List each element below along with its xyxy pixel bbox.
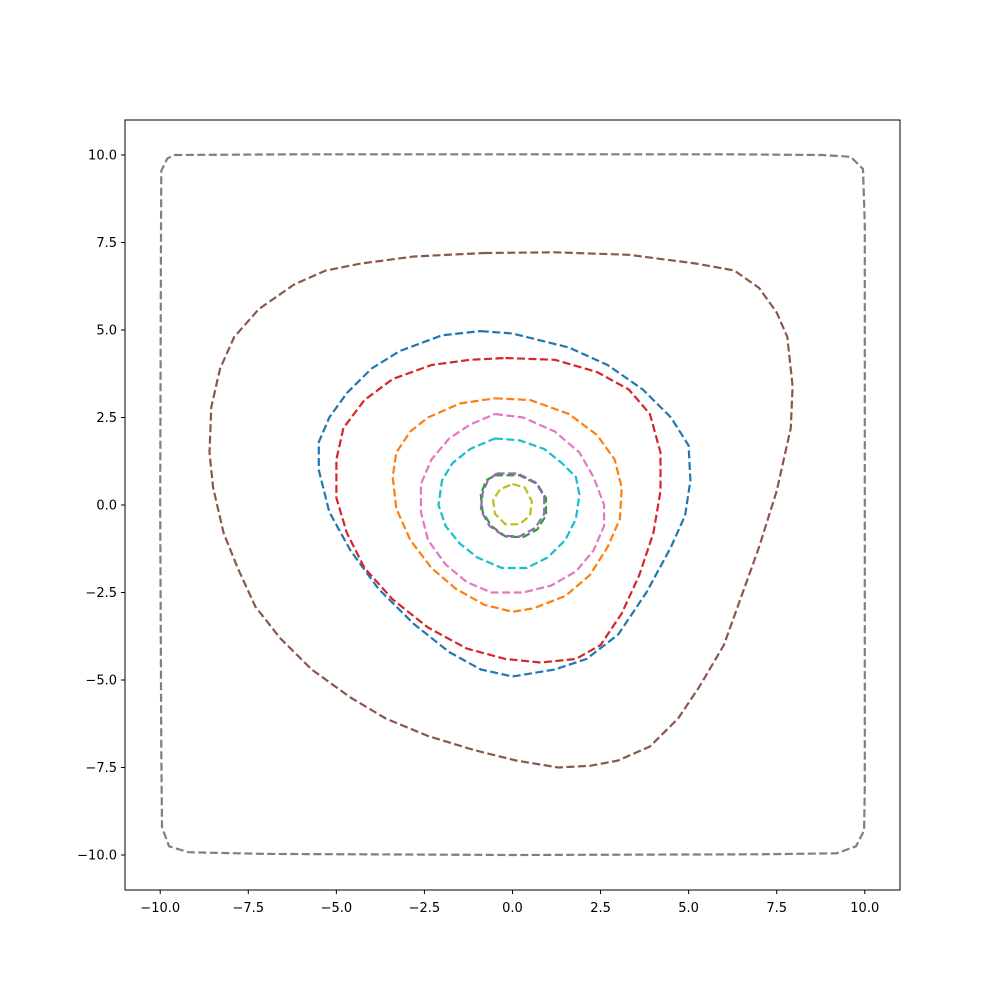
x-tick-label: 0.0 <box>502 901 523 916</box>
y-tick-label: −5.0 <box>85 674 117 689</box>
y-tick-label: −10.0 <box>77 849 117 864</box>
contour-line-4 <box>335 356 662 664</box>
contour-line-1 <box>159 153 866 857</box>
series-layer <box>159 153 866 857</box>
y-tick-label: −2.5 <box>85 586 117 601</box>
x-tick-label: −2.5 <box>409 901 441 916</box>
x-tick-label: 10.0 <box>850 901 879 916</box>
x-tick-label: −5.0 <box>321 901 353 916</box>
contour-line-8 <box>479 474 548 539</box>
y-axis: −10.0 −7.5 −5.0 −2.5 0.0 2.5 5.0 7.5 10.0 <box>77 149 125 864</box>
contour-line-2 <box>208 251 794 769</box>
contour-line-5 <box>391 397 623 613</box>
y-tick-label: 7.5 <box>96 236 117 251</box>
contour-line-7 <box>437 437 581 570</box>
x-tick-label: 2.5 <box>590 901 611 916</box>
y-tick-label: 5.0 <box>96 324 117 339</box>
contour-line-9 <box>479 472 546 538</box>
y-tick-label: −7.5 <box>85 761 117 776</box>
y-tick-label: 0.0 <box>96 499 117 514</box>
x-tick-label: −7.5 <box>233 901 265 916</box>
x-tick-label: 5.0 <box>678 901 699 916</box>
contour-line-10 <box>492 482 533 526</box>
y-tick-label: 2.5 <box>96 411 117 426</box>
x-tick-label: −10.0 <box>140 901 180 916</box>
contour-line-6 <box>419 412 606 594</box>
x-tick-label: 7.5 <box>766 901 787 916</box>
contour-line-3 <box>317 330 692 678</box>
x-axis: −10.0 −7.5 −5.0 −2.5 0.0 2.5 5.0 7.5 10.0 <box>140 890 879 916</box>
y-tick-label: 10.0 <box>88 149 117 164</box>
